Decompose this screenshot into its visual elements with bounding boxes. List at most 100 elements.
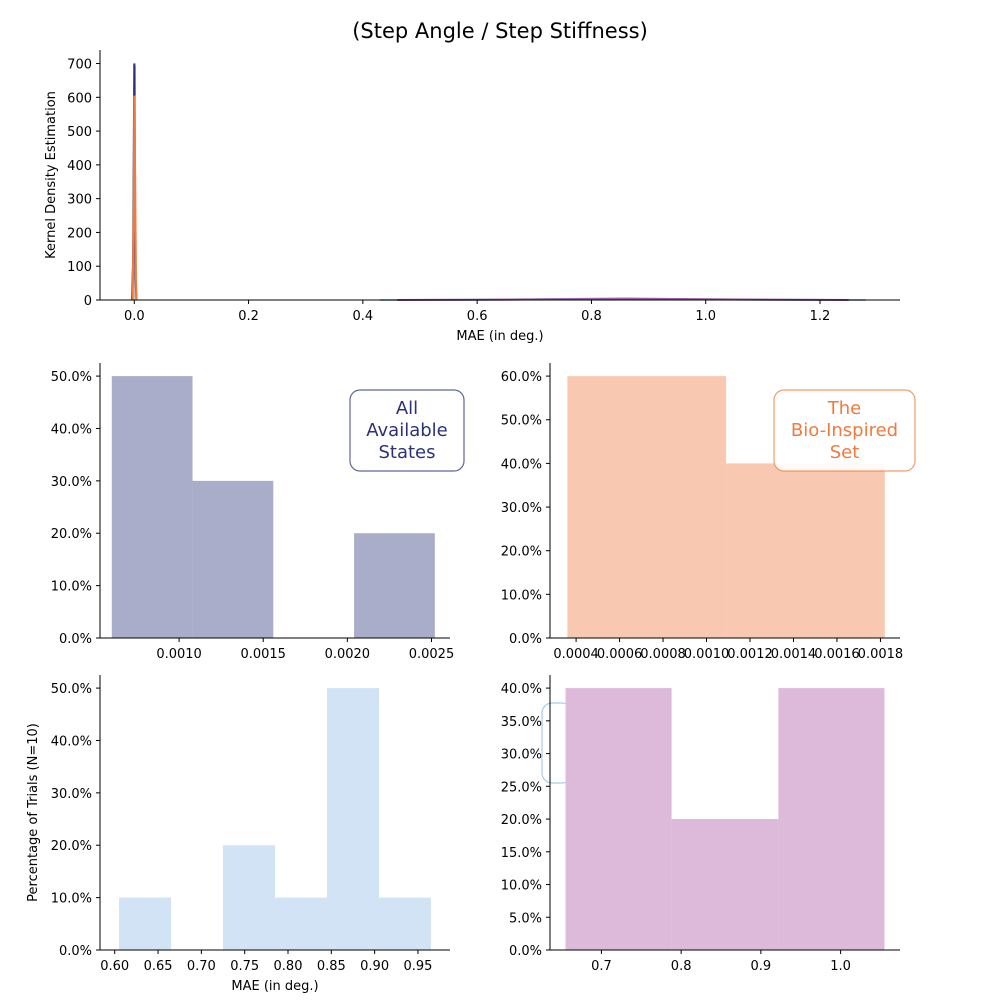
y-tick-label: 30.0% xyxy=(51,475,92,490)
x-tick-label: 0.65 xyxy=(144,959,173,974)
annotation-text: Set xyxy=(830,442,860,463)
y-tick-label: 40.0% xyxy=(51,422,92,437)
y-tick-label: 10.0% xyxy=(501,588,542,603)
histogram-bar xyxy=(567,376,727,638)
x-tick-label: 0.8 xyxy=(671,959,692,974)
y-tick-label: 0 xyxy=(84,294,92,309)
y-tick-label: 40.0% xyxy=(501,682,542,697)
annotation-text: The xyxy=(827,398,861,419)
histogram-bar xyxy=(119,897,172,950)
x-tick-label: 0.95 xyxy=(403,959,432,974)
y-tick-label: 10.0% xyxy=(51,892,92,907)
x-tick-label: 0.0015 xyxy=(240,647,286,662)
x-tick-label: 0.8 xyxy=(581,309,602,324)
y-tick-label: 50.0% xyxy=(51,682,92,697)
figure-title: (Step Angle / Step Stiffness) xyxy=(352,19,648,43)
x-tick-label: 0.0008 xyxy=(640,647,686,662)
y-tick-label: 100 xyxy=(67,260,92,275)
y-tick-label: 15.0% xyxy=(501,846,542,861)
x-tick-label: 0.70 xyxy=(187,959,216,974)
panel-hist_purple: 0.7 0.8 0.9 1.0 0.0% 5.0% 10.0% 15.0% 20.0% 25.0%… xyxy=(501,675,900,974)
x-tick-label: 0.0020 xyxy=(325,647,371,662)
x-axis-label: MAE (in deg.) xyxy=(456,329,543,344)
y-tick-label: 700 xyxy=(67,58,92,73)
x-tick-label: 0.4 xyxy=(353,309,374,324)
y-tick-label: 20.0% xyxy=(501,545,542,560)
annotation-text: All xyxy=(396,398,418,419)
y-tick-label: 300 xyxy=(67,193,92,208)
x-tick-label: 0.6 xyxy=(467,309,488,324)
y-tick-label: 10.0% xyxy=(501,879,542,894)
histogram-bar xyxy=(726,463,885,638)
y-tick-label: 500 xyxy=(67,125,92,140)
annotation-box xyxy=(773,389,916,472)
y-tick-label: 40.0% xyxy=(51,734,92,749)
y-tick-label: 0.0% xyxy=(509,632,542,647)
panel-hist_all: 0.0010 0.0015 0.0020 0.0025 0.0% 10.0% 20.0% 30… xyxy=(51,363,465,662)
x-tick-label: 0.90 xyxy=(360,959,389,974)
y-tick-label: 0.0% xyxy=(59,632,92,647)
x-axis-label: MAE (in deg.) xyxy=(231,979,318,994)
y-tick-label: 400 xyxy=(67,159,92,174)
y-tick-label: 30.0% xyxy=(501,748,542,763)
x-tick-label: 0.9 xyxy=(751,959,772,974)
y-tick-label: 0.0% xyxy=(59,944,92,959)
x-tick-label: 1.2 xyxy=(810,309,831,324)
x-tick-label: 0.0025 xyxy=(409,647,455,662)
y-tick-label: 20.0% xyxy=(501,813,542,828)
histogram-bar xyxy=(778,688,885,950)
x-tick-label: 0.0 xyxy=(124,309,145,324)
histogram-bar xyxy=(223,845,275,950)
y-axis-label: Kernel Density Estimation xyxy=(44,91,59,259)
annotation-box xyxy=(349,389,465,472)
y-tick-label: 40.0% xyxy=(501,457,542,472)
y-tick-label: 30.0% xyxy=(501,501,542,516)
x-tick-label: 0.0006 xyxy=(597,647,643,662)
annotation-text: Bio-Inspired xyxy=(791,420,898,441)
annotation-text: States xyxy=(378,442,435,463)
x-tick-label: 0.60 xyxy=(100,959,129,974)
x-tick-label: 0.0016 xyxy=(814,647,860,662)
y-tick-label: 50.0% xyxy=(501,414,542,429)
x-tick-label: 0.85 xyxy=(317,959,346,974)
y-tick-label: 60.0% xyxy=(501,370,542,385)
kde-line xyxy=(131,95,138,301)
panel-hist_blue: 0.60 0.65 0.70 0.75 0.80 0.85 0.90 0.95 0.0% 10.0… xyxy=(26,675,450,994)
histogram-bar xyxy=(326,688,379,950)
x-tick-label: 0.2 xyxy=(238,309,259,324)
x-tick-label: 0.0012 xyxy=(727,647,773,662)
x-tick-label: 0.0004 xyxy=(553,647,599,662)
x-tick-label: 0.0010 xyxy=(684,647,730,662)
y-axis-label: Percentage of Trials (N=10) xyxy=(26,723,41,902)
panel-hist_bio: 0.00040.00060.00080.00100.00120.00140.00… xyxy=(501,363,916,662)
y-tick-label: 50.0% xyxy=(51,370,92,385)
x-tick-label: 1.0 xyxy=(695,309,716,324)
y-tick-label: 20.0% xyxy=(51,839,92,854)
y-tick-label: 30.0% xyxy=(51,787,92,802)
x-tick-label: 1.0 xyxy=(830,959,851,974)
histogram-bar xyxy=(565,688,672,950)
annotation-text: Available xyxy=(366,420,447,441)
y-tick-label: 5.0% xyxy=(509,911,542,926)
x-tick-label: 0.80 xyxy=(274,959,303,974)
x-tick-label: 0.0014 xyxy=(771,647,817,662)
y-tick-label: 200 xyxy=(67,226,92,241)
panel-kde: 0.0 0.2 0.4 0.6 0.8 1.0 1.2 0 100 200 300 400 500 600… xyxy=(44,50,900,344)
x-tick-label: 0.0018 xyxy=(858,647,904,662)
histogram-bar xyxy=(354,533,435,638)
x-tick-label: 0.7 xyxy=(591,959,612,974)
x-tick-label: 0.0010 xyxy=(156,647,202,662)
histogram-bar xyxy=(378,897,431,950)
y-tick-label: 35.0% xyxy=(501,715,542,730)
histogram-bar xyxy=(192,480,274,638)
y-tick-label: 10.0% xyxy=(51,580,92,595)
x-tick-label: 0.75 xyxy=(230,959,259,974)
histogram-bar xyxy=(275,897,327,950)
histogram-bar xyxy=(671,819,779,950)
y-tick-label: 0.0% xyxy=(509,944,542,959)
y-tick-label: 20.0% xyxy=(51,527,92,542)
histogram-bar xyxy=(111,376,193,638)
y-tick-label: 600 xyxy=(67,91,92,106)
y-tick-label: 25.0% xyxy=(501,780,542,795)
